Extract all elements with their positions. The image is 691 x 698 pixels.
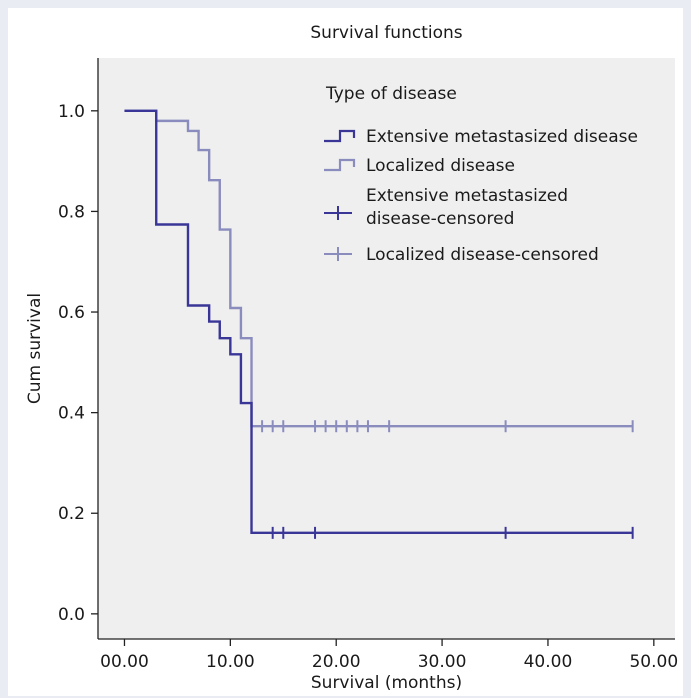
axis-ticks: 00.00 10.00 20.00 30.00 40.00 50.00 0.0 0.2 0.4 0… — [58, 102, 678, 672]
legend-swatch — [324, 129, 356, 143]
x-tick-label: 50.00 — [629, 652, 678, 672]
chart-frame: Survival functions 00.00 10.00 20.00 30.00 4… — [8, 8, 683, 696]
legend-entry-label: Localized disease — [366, 156, 515, 176]
survival-chart: Survival functions 00.00 10.00 20.00 30.00 4… — [25, 23, 678, 693]
y-tick-label: 0.0 — [58, 605, 85, 625]
legend-swatch — [324, 158, 356, 172]
x-axis-label: Survival (months) — [311, 673, 462, 693]
y-tick-label: 1.0 — [58, 102, 85, 122]
x-tick-label: 30.00 — [418, 652, 467, 672]
x-tick-label: 10.00 — [206, 652, 255, 672]
plot-area — [98, 58, 675, 639]
series-line-1 — [124, 109, 633, 428]
y-tick-label: 0.4 — [58, 404, 85, 424]
series-layer — [124, 109, 634, 539]
x-tick-label: 20.00 — [312, 652, 361, 672]
y-tick-label: 0.2 — [58, 504, 85, 524]
legend-entry-label: Extensive metastasized disease — [366, 127, 638, 147]
legend-entry-label: Extensive metastasized — [366, 186, 568, 206]
chart-title: Survival functions — [310, 23, 462, 43]
legend: Type of disease Extensive metastasized d… — [324, 84, 638, 265]
y-axis-label: Cum survival — [25, 293, 45, 404]
legend-title: Type of disease — [325, 84, 457, 104]
legend-entry-label: disease-censored — [366, 209, 514, 229]
y-tick-label: 0.8 — [58, 202, 85, 222]
x-tick-label: 40.00 — [524, 652, 573, 672]
legend-entry-label: Localized disease-censored — [366, 245, 599, 265]
y-tick-label: 0.6 — [58, 303, 85, 323]
x-tick-label: 00.00 — [100, 652, 149, 672]
series-line-0 — [124, 109, 633, 535]
